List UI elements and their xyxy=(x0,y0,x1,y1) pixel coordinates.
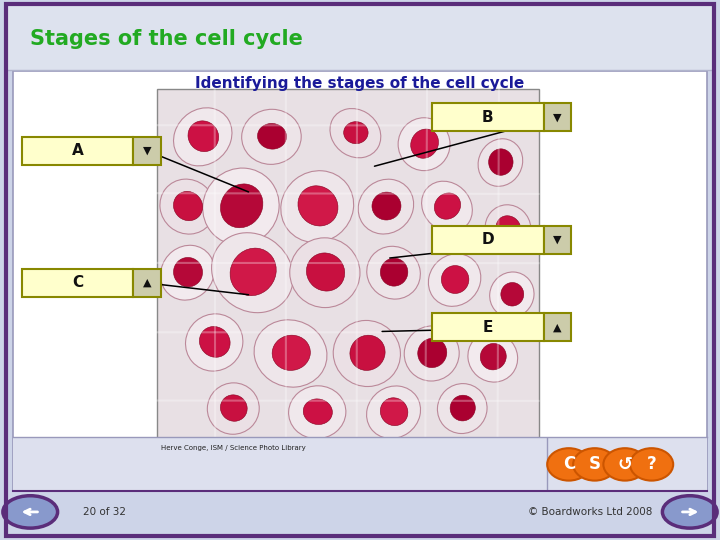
Bar xyxy=(13,437,707,491)
Ellipse shape xyxy=(343,122,368,144)
Ellipse shape xyxy=(438,383,487,434)
Ellipse shape xyxy=(289,386,346,438)
Ellipse shape xyxy=(496,216,521,241)
Bar xyxy=(6,4,714,70)
Circle shape xyxy=(547,448,590,481)
Ellipse shape xyxy=(366,386,420,438)
Ellipse shape xyxy=(174,191,202,221)
Ellipse shape xyxy=(350,335,385,370)
Text: ▲: ▲ xyxy=(143,278,151,288)
Ellipse shape xyxy=(450,395,475,421)
Text: C: C xyxy=(562,455,575,474)
Bar xyxy=(432,226,544,254)
Ellipse shape xyxy=(160,179,215,234)
Bar xyxy=(544,226,571,254)
Bar xyxy=(157,89,539,456)
Text: ▼: ▼ xyxy=(553,112,562,122)
Ellipse shape xyxy=(485,205,531,253)
Ellipse shape xyxy=(242,109,301,164)
Ellipse shape xyxy=(662,496,717,528)
Ellipse shape xyxy=(398,118,450,171)
Text: © Boardworks Ltd 2008: © Boardworks Ltd 2008 xyxy=(528,507,652,517)
Ellipse shape xyxy=(490,272,534,318)
Ellipse shape xyxy=(212,233,293,313)
Ellipse shape xyxy=(188,121,219,152)
Bar xyxy=(544,103,571,131)
Text: ↺: ↺ xyxy=(617,455,633,474)
Ellipse shape xyxy=(330,109,381,158)
Bar xyxy=(133,269,161,297)
Text: E: E xyxy=(482,320,493,335)
Bar xyxy=(22,137,133,165)
Ellipse shape xyxy=(410,129,438,158)
Text: B: B xyxy=(482,110,494,125)
Bar xyxy=(22,269,133,297)
Ellipse shape xyxy=(359,179,413,234)
Ellipse shape xyxy=(254,320,327,387)
Text: Herve Conge, ISM / Science Photo Library: Herve Conge, ISM / Science Photo Library xyxy=(161,445,305,451)
Ellipse shape xyxy=(272,335,310,370)
Ellipse shape xyxy=(230,248,276,296)
Text: D: D xyxy=(482,232,494,247)
Ellipse shape xyxy=(220,184,263,228)
Ellipse shape xyxy=(501,282,523,306)
Ellipse shape xyxy=(289,238,360,308)
Ellipse shape xyxy=(220,395,247,421)
Bar xyxy=(432,313,544,341)
Ellipse shape xyxy=(3,496,58,528)
Bar xyxy=(544,313,571,341)
Ellipse shape xyxy=(428,254,481,306)
Ellipse shape xyxy=(333,320,400,387)
Ellipse shape xyxy=(203,168,279,245)
Text: Identifying the stages of the cell cycle: Identifying the stages of the cell cycle xyxy=(195,76,525,91)
Ellipse shape xyxy=(441,266,469,293)
Text: C: C xyxy=(72,275,83,291)
Ellipse shape xyxy=(161,245,215,300)
Ellipse shape xyxy=(174,108,232,166)
Ellipse shape xyxy=(303,399,333,424)
Text: Stages of the cell cycle: Stages of the cell cycle xyxy=(30,29,303,49)
Ellipse shape xyxy=(281,171,354,242)
Ellipse shape xyxy=(307,253,345,291)
Ellipse shape xyxy=(186,314,243,371)
Ellipse shape xyxy=(404,326,459,381)
Text: ▲: ▲ xyxy=(553,322,562,332)
Ellipse shape xyxy=(366,246,420,299)
Ellipse shape xyxy=(489,149,513,176)
Bar xyxy=(13,71,707,491)
Ellipse shape xyxy=(372,192,401,220)
Circle shape xyxy=(630,448,673,481)
Ellipse shape xyxy=(298,186,338,226)
Text: ?: ? xyxy=(647,455,657,474)
Text: ▼: ▼ xyxy=(143,146,151,156)
Ellipse shape xyxy=(478,139,523,186)
Ellipse shape xyxy=(418,338,447,368)
Text: S: S xyxy=(589,455,600,474)
Circle shape xyxy=(603,448,647,481)
Bar xyxy=(133,137,161,165)
Ellipse shape xyxy=(174,258,202,287)
Ellipse shape xyxy=(434,193,461,219)
Ellipse shape xyxy=(380,258,408,286)
Text: A: A xyxy=(71,143,84,158)
Ellipse shape xyxy=(199,327,230,357)
Ellipse shape xyxy=(380,398,408,426)
Ellipse shape xyxy=(258,124,287,149)
Circle shape xyxy=(573,448,616,481)
Ellipse shape xyxy=(207,383,259,434)
Ellipse shape xyxy=(468,332,518,382)
Ellipse shape xyxy=(480,343,506,370)
Ellipse shape xyxy=(422,181,472,232)
Bar xyxy=(432,103,544,131)
Text: 20 of 32: 20 of 32 xyxy=(83,507,126,517)
Text: ▼: ▼ xyxy=(553,235,562,245)
